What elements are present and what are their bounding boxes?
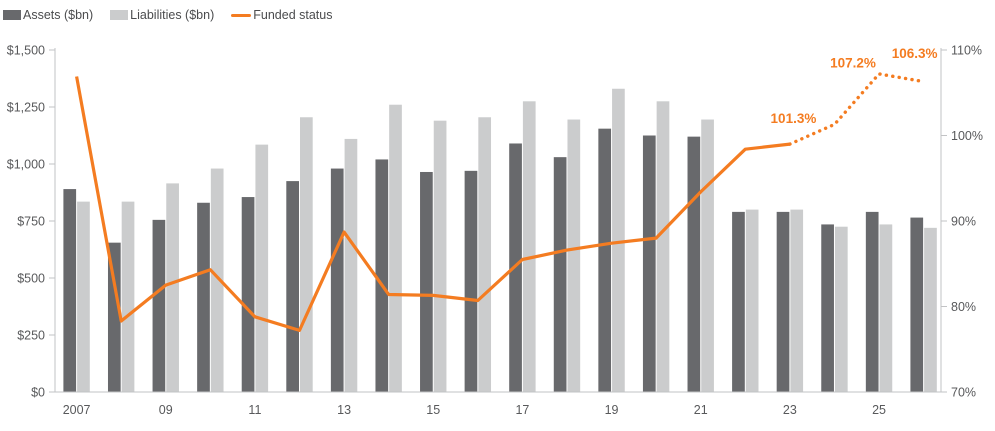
left-axis-tick-label: $1,250: [7, 101, 45, 115]
liabilities-bar-2023: [790, 209, 804, 392]
liabilities-bar-2009: [166, 183, 179, 392]
liabilities-bar-2008: [121, 201, 135, 392]
liabilities-bar-2024: [834, 226, 848, 392]
right-axis-tick-label: 110%: [951, 44, 982, 58]
funded-status-label-2026: 106.3%: [892, 46, 938, 61]
liabilities-bar-2013: [344, 138, 358, 392]
assets-legend-label: Assets ($bn): [23, 8, 94, 22]
assets-bar-2011: [241, 197, 255, 392]
legend-item-assets: Assets ($bn): [3, 6, 93, 24]
left-axis-tick-label: $250: [17, 329, 45, 343]
left-axis-tick-label: $500: [17, 272, 45, 286]
x-axis-label-09: 09: [159, 403, 173, 417]
liabilities-bar-2010: [210, 168, 224, 392]
x-axis-label-21: 21: [694, 403, 708, 417]
funded-status-label-2024: 101.3%: [771, 111, 817, 126]
liabilities-bar-2012: [300, 117, 313, 392]
x-axis-label-19: 19: [605, 403, 619, 417]
x-axis-label-17: 17: [515, 403, 529, 417]
liabilities-swatch: [110, 10, 129, 20]
x-axis-label-15: 15: [426, 403, 440, 417]
funded-status-label-2025: 107.2%: [830, 55, 876, 70]
funded-status-line-swatch: [231, 13, 252, 17]
assets-bar-2024: [821, 224, 834, 392]
liabilities-bar-2014: [389, 104, 402, 392]
liabilities-bar-2016: [478, 117, 492, 392]
left-axis-tick-label: $0: [31, 386, 45, 400]
assets-bar-2016: [464, 170, 478, 392]
funded-status-line: [75, 76, 791, 332]
right-axis-tick-label: 90%: [951, 215, 976, 229]
liabilities-bar-2011: [255, 144, 269, 392]
x-axis-label-13: 13: [337, 403, 351, 417]
funded-status-projection-line: [788, 72, 926, 146]
assets-bar-2025: [865, 211, 879, 392]
liabilities-bar-2007: [77, 201, 90, 392]
x-axis-label-25: 25: [872, 403, 886, 417]
right-axis-tick-label: 70%: [951, 386, 976, 400]
assets-bar-2013: [330, 168, 344, 392]
liabilities-bar-2026: [924, 227, 937, 392]
x-axis-label-11: 11: [248, 403, 261, 417]
assets-bar-2010: [197, 202, 210, 392]
legend-item-funded-status: Funded status: [231, 6, 332, 24]
liabilities-bar-2017: [522, 101, 536, 393]
assets-bar-2009: [152, 219, 166, 392]
assets-swatch: [3, 10, 21, 20]
x-axis-label-23: 23: [783, 403, 797, 417]
assets-bar-2026: [910, 217, 924, 392]
liabilities-bar-2015: [433, 120, 447, 393]
assets-bar-2018: [553, 157, 567, 392]
left-axis-tick-label: $750: [17, 215, 45, 229]
liabilities-bar-2022: [745, 209, 759, 392]
liabilities-bar-2019: [612, 88, 625, 392]
liabilities-bar-2021: [701, 119, 714, 392]
assets-bar-2021: [687, 136, 701, 392]
assets-bar-2020: [642, 135, 656, 392]
assets-bar-2023: [776, 211, 790, 392]
liabilities-legend-label: Liabilities ($bn): [130, 8, 215, 22]
assets-bar-2008: [107, 242, 121, 392]
liabilities-bar-2025: [879, 224, 893, 392]
left-axis-tick-label: $1,000: [7, 158, 45, 172]
right-axis-tick-label: 100%: [951, 129, 983, 143]
liabilities-bar-2020: [656, 101, 670, 393]
x-axis-label-2007: 2007: [63, 403, 91, 417]
assets-bar-2007: [63, 189, 77, 392]
assets-bar-2014: [375, 159, 389, 392]
funded-status-legend-label: Funded status: [253, 8, 333, 22]
assets-bar-2012: [286, 181, 299, 392]
assets-bar-2015: [420, 171, 433, 392]
left-axis-tick-label: $1,500: [7, 44, 45, 58]
chart-legend: Assets ($bn) Liabilities ($bn) Funded st…: [3, 6, 332, 24]
legend-item-liabilities: Liabilities ($bn): [110, 6, 214, 24]
assets-bar-2019: [598, 128, 612, 392]
liabilities-bar-2018: [567, 119, 581, 392]
assets-bar-2022: [732, 211, 745, 392]
right-axis-tick-label: 80%: [951, 300, 976, 314]
